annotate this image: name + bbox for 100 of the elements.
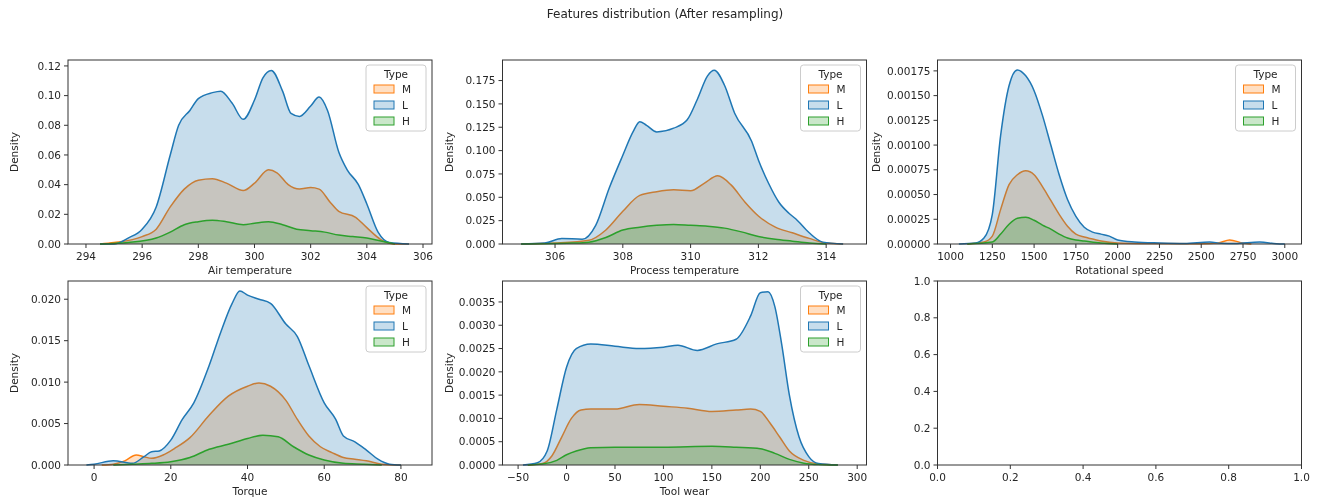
y-tick-label: 0.100 (465, 144, 496, 157)
x-axis-title: Process temperature (629, 264, 740, 276)
y-tick-label: 0.175 (465, 74, 496, 87)
x-tick-label: 200 (750, 471, 771, 483)
y-tick-label: 0.005 (30, 417, 61, 430)
x-tick-label: 60 (317, 471, 331, 483)
legend-title: Type (382, 68, 409, 80)
x-tick-label: 302 (300, 250, 321, 262)
x-tick-label: 0.2 (1001, 471, 1019, 483)
x-tick-label: 0.4 (1074, 471, 1092, 483)
legend-label: H (402, 336, 410, 348)
x-tick-label: 304 (356, 250, 378, 262)
x-tick-label: 312 (748, 250, 769, 262)
legend-label: M (402, 83, 412, 95)
y-tick-label: 0.150 (465, 97, 496, 110)
y-axis-title: Density (8, 132, 20, 172)
y-tick-label: 0.06 (37, 148, 62, 161)
y-tick-label: 0.00075 (887, 163, 931, 176)
x-tick-label: 1000 (937, 250, 964, 262)
y-tick-label: 0.050 (465, 190, 496, 203)
x-tick-label: 314 (816, 250, 837, 262)
y-tick-label: 0.0005 (458, 435, 496, 448)
x-tick-label: 300 (244, 250, 265, 262)
legend-label: H (402, 115, 410, 127)
legend-label: L (836, 99, 843, 111)
y-tick-label: 0.10 (37, 89, 61, 102)
legend-label: M (402, 304, 412, 316)
y-tick-label: 0.0010 (458, 412, 496, 425)
legend-title: Type (1252, 68, 1278, 80)
y-tick-label: 0.02 (37, 208, 61, 220)
y-tick-label: 0.00175 (887, 64, 931, 77)
y-tick-label: 0.0000 (458, 458, 496, 471)
x-tick-label: 100 (653, 471, 674, 483)
y-tick-label: 0.04 (37, 178, 62, 191)
x-tick-label: 298 (188, 250, 209, 262)
x-axis-title: Tool wear (658, 485, 710, 497)
x-tick-label: 150 (701, 471, 722, 483)
legend-label: M (836, 83, 846, 95)
x-tick-label: 20 (164, 471, 178, 483)
y-tick-label: 0.12 (37, 59, 61, 72)
y-tick-label: 0.020 (30, 292, 61, 305)
x-tick-label: 308 (612, 250, 633, 262)
x-tick-label: 306 (412, 250, 434, 262)
legend-title: Type (817, 289, 843, 301)
y-tick-label: 0.000 (465, 237, 496, 250)
y-tick-label: 0.0025 (458, 342, 496, 355)
y-axis-title: Density (442, 132, 455, 172)
text: Features distribution (After resampling) (546, 7, 784, 21)
x-tick-label: 0.0 (929, 471, 946, 483)
y-tick-label: 0.00100 (887, 138, 931, 151)
legend-label: L (402, 99, 408, 111)
y-tick-label: 0.0035 (458, 295, 496, 308)
y-tick-label: 0.00000 (887, 237, 931, 250)
y-tick-label: 0.0020 (458, 365, 496, 378)
y-tick-label: 0.00050 (887, 188, 931, 201)
x-tick-label: 80 (394, 471, 408, 483)
x-tick-label: 2500 (1187, 250, 1215, 262)
y-tick-label: 0.6 (913, 348, 931, 361)
y-axis-title: Density (8, 353, 20, 393)
y-axis-title: Density (869, 132, 882, 172)
x-tick-label: 310 (680, 250, 701, 262)
y-tick-label: 0.0015 (458, 388, 496, 401)
legend-label: M (836, 304, 846, 316)
y-tick-label: 0.0 (913, 458, 931, 471)
x-tick-label: 1500 (1020, 250, 1048, 262)
x-axis-title: Air temperature (208, 264, 292, 276)
legend-label: H (836, 336, 845, 348)
x-tick-label: 2750 (1229, 250, 1257, 262)
y-axis-title: Density (442, 353, 455, 393)
x-tick-label: 250 (798, 471, 819, 483)
x-axis-title: Torque (231, 485, 268, 497)
x-tick-label: 300 (847, 471, 868, 483)
x-tick-label: 0 (90, 471, 98, 483)
x-tick-label: 1.0 (1293, 471, 1310, 483)
x-tick-label: 0.8 (1220, 471, 1238, 483)
legend-label: L (836, 320, 843, 332)
y-tick-label: 0.8 (913, 311, 931, 324)
x-tick-label: 296 (132, 250, 153, 262)
x-tick-label: 0.6 (1147, 471, 1165, 483)
y-tick-label: 0.08 (37, 118, 61, 131)
x-axis-title: Rotational speed (1075, 264, 1164, 276)
legend-title: Type (382, 289, 409, 301)
y-tick-label: 0.00125 (887, 114, 931, 127)
y-tick-label: 1.0 (913, 274, 931, 287)
x-tick-label: 1250 (978, 250, 1006, 262)
x-tick-label: 40 (240, 471, 255, 483)
y-tick-label: 0.0030 (458, 318, 496, 331)
y-tick-label: 0.000 (30, 458, 61, 471)
legend-label: L (1271, 99, 1278, 111)
legend-label: M (1271, 83, 1281, 95)
y-tick-label: 0.00025 (887, 212, 931, 225)
x-tick-label: 1750 (1062, 250, 1090, 262)
x-tick-label: 306 (545, 250, 566, 262)
y-tick-label: 0.00150 (887, 89, 931, 102)
x-tick-label: −50 (507, 471, 530, 483)
legend-label: H (836, 115, 845, 127)
x-tick-label: 3000 (1271, 250, 1299, 262)
legend-title: Type (817, 68, 843, 80)
y-tick-label: 0.00 (37, 237, 61, 250)
x-tick-label: 294 (75, 250, 97, 262)
